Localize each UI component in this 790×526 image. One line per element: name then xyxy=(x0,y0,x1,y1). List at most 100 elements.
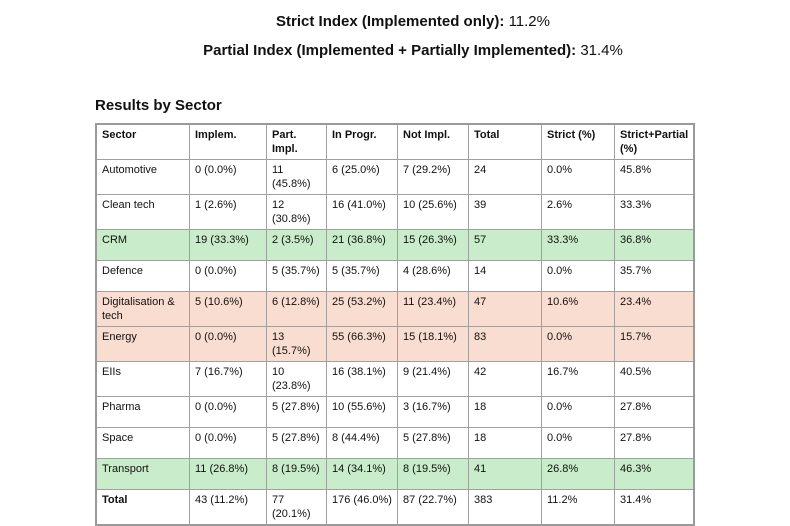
value-cell: 11 (23.4%) xyxy=(397,291,469,327)
value-cell: 16 (38.1%) xyxy=(326,361,398,397)
sector-cell: Defence xyxy=(95,260,190,292)
value-cell: 12 (30.8%) xyxy=(266,194,327,230)
value-cell: 10 (23.8%) xyxy=(266,361,327,397)
value-cell: 7 (29.2%) xyxy=(397,159,469,195)
value-cell: 0 (0.0%) xyxy=(189,260,267,292)
value-cell: 1 (2.6%) xyxy=(189,194,267,230)
total-row: Total 43 (11.2%) 77 (20.1%) 176 (46.0%) 87 (… xyxy=(95,489,695,526)
sector-cell: Clean tech xyxy=(95,194,190,230)
strict-index-line: Strict Index (Implemented only): 11.2% xyxy=(18,13,790,30)
value-cell: 13 (15.7%) xyxy=(266,326,327,362)
value-cell: 383 xyxy=(468,489,542,526)
table-row: Clean tech 1 (2.6%) 12 (30.8%) 16 (41.0%) 10… xyxy=(95,194,695,230)
sector-cell: CRM xyxy=(95,229,190,261)
value-cell: 176 (46.0%) xyxy=(326,489,398,526)
value-cell: 3 (16.7%) xyxy=(397,396,469,428)
table-row: Automotive 0 (0.0%) 11 (45.8%) 6 (25.0%) 7 (… xyxy=(95,159,695,195)
section-title: Results by Sector xyxy=(95,97,222,114)
sector-cell: Space xyxy=(95,427,190,459)
table-row: Energy 0 (0.0%) 13 (15.7%) 55 (66.3%) 15 (18… xyxy=(95,326,695,362)
value-cell: 5 (27.8%) xyxy=(397,427,469,459)
value-cell: 0.0% xyxy=(541,396,615,428)
value-cell: 5 (35.7%) xyxy=(266,260,327,292)
value-cell: 43 (11.2%) xyxy=(189,489,267,526)
value-cell: 24 xyxy=(468,159,542,195)
value-cell: 6 (12.8%) xyxy=(266,291,327,327)
value-cell: 10 (25.6%) xyxy=(397,194,469,230)
partial-index-label: Partial Index (Implemented + Partially I… xyxy=(203,42,577,59)
table-header-row: Sector Implem. Part. Impl. In Progr. Not Imp… xyxy=(95,123,695,160)
value-cell: 10 (55.6%) xyxy=(326,396,398,428)
column-header: Part. Impl. xyxy=(266,123,327,160)
value-cell: 0.0% xyxy=(541,326,615,362)
sector-cell: Digitalisation & tech xyxy=(95,291,190,327)
value-cell: 15 (26.3%) xyxy=(397,229,469,261)
sector-cell: Automotive xyxy=(95,159,190,195)
value-cell: 0 (0.0%) xyxy=(189,396,267,428)
column-header: Sector xyxy=(95,123,190,160)
column-header: Strict (%) xyxy=(541,123,615,160)
value-cell: 83 xyxy=(468,326,542,362)
value-cell: 47 xyxy=(468,291,542,327)
value-cell: 57 xyxy=(468,229,542,261)
value-cell: 9 (21.4%) xyxy=(397,361,469,397)
value-cell: 10.6% xyxy=(541,291,615,327)
value-cell: 16 (41.0%) xyxy=(326,194,398,230)
partial-index-value: 31.4% xyxy=(580,42,623,59)
value-cell: 8 (19.5%) xyxy=(397,458,469,490)
value-cell: 2.6% xyxy=(541,194,615,230)
value-cell: 27.8% xyxy=(614,427,695,459)
value-cell: 5 (10.6%) xyxy=(189,291,267,327)
sector-cell: Pharma xyxy=(95,396,190,428)
value-cell: 5 (27.8%) xyxy=(266,427,327,459)
value-cell: 0.0% xyxy=(541,260,615,292)
value-cell: 26.8% xyxy=(541,458,615,490)
column-header: Total xyxy=(468,123,542,160)
table-row: Pharma 0 (0.0%) 5 (27.8%) 10 (55.6%) 3 (16.7… xyxy=(95,396,695,428)
table-row: EIIs 7 (16.7%) 10 (23.8%) 16 (38.1%) 9 (21.4… xyxy=(95,361,695,397)
value-cell: 0.0% xyxy=(541,427,615,459)
value-cell: 0.0% xyxy=(541,159,615,195)
partial-index-line: Partial Index (Implemented + Partially I… xyxy=(18,42,790,59)
strict-index-label: Strict Index (Implemented only): xyxy=(276,13,505,30)
value-cell: 39 xyxy=(468,194,542,230)
sector-cell: Transport xyxy=(95,458,190,490)
table-row: Digitalisation & tech 5 (10.6%) 6 (12.8%) 2… xyxy=(95,291,695,327)
column-header: Not Impl. xyxy=(397,123,469,160)
value-cell: 16.7% xyxy=(541,361,615,397)
table-row: CRM 19 (33.3%) 2 (3.5%) 21 (36.8%) 15 (26.3%… xyxy=(95,229,695,261)
value-cell: 36.8% xyxy=(614,229,695,261)
value-cell: 42 xyxy=(468,361,542,397)
value-cell: 45.8% xyxy=(614,159,695,195)
value-cell: 31.4% xyxy=(614,489,695,526)
value-cell: 14 (34.1%) xyxy=(326,458,398,490)
sector-cell: EIIs xyxy=(95,361,190,397)
value-cell: 23.4% xyxy=(614,291,695,327)
value-cell: 41 xyxy=(468,458,542,490)
value-cell: 15 (18.1%) xyxy=(397,326,469,362)
column-header: In Progr. xyxy=(326,123,398,160)
value-cell: 11 (26.8%) xyxy=(189,458,267,490)
value-cell: 77 (20.1%) xyxy=(266,489,327,526)
value-cell: 0 (0.0%) xyxy=(189,326,267,362)
value-cell: 6 (25.0%) xyxy=(326,159,398,195)
value-cell: 33.3% xyxy=(541,229,615,261)
value-cell: 8 (44.4%) xyxy=(326,427,398,459)
value-cell: 2 (3.5%) xyxy=(266,229,327,261)
value-cell: 35.7% xyxy=(614,260,695,292)
value-cell: 40.5% xyxy=(614,361,695,397)
value-cell: 8 (19.5%) xyxy=(266,458,327,490)
value-cell: 55 (66.3%) xyxy=(326,326,398,362)
value-cell: 87 (22.7%) xyxy=(397,489,469,526)
value-cell: 27.8% xyxy=(614,396,695,428)
table-row: Transport 11 (26.8%) 8 (19.5%) 14 (34.1%) 8 … xyxy=(95,458,695,490)
value-cell: 18 xyxy=(468,396,542,428)
value-cell: 7 (16.7%) xyxy=(189,361,267,397)
value-cell: 0 (0.0%) xyxy=(189,427,267,459)
value-cell: 19 (33.3%) xyxy=(189,229,267,261)
column-header: Implem. xyxy=(189,123,267,160)
value-cell: 15.7% xyxy=(614,326,695,362)
results-table: Sector Implem. Part. Impl. In Progr. Not Imp… xyxy=(95,123,696,526)
value-cell: 33.3% xyxy=(614,194,695,230)
value-cell: 11 (45.8%) xyxy=(266,159,327,195)
